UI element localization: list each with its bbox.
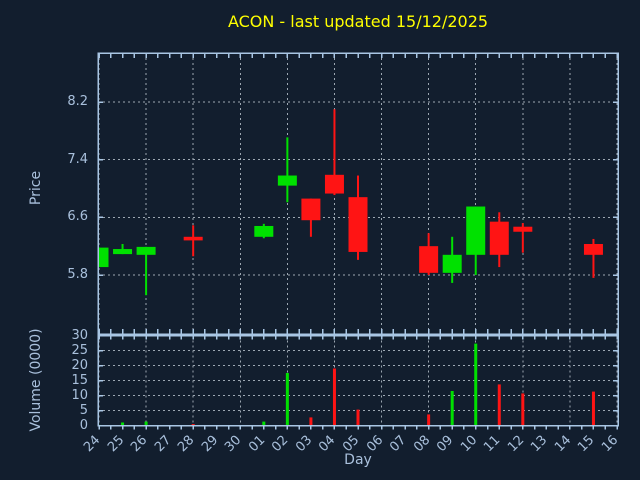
price-tick-label: 6.6 [67,209,88,225]
volume-tick-label: 30 [71,327,88,343]
volume-bar [144,421,148,426]
volume-bar [121,422,125,426]
price-tick-label: 7.4 [67,151,88,167]
volume-tick-label: 5 [79,402,88,418]
volume-bar [591,391,595,426]
volume-bar [427,414,431,426]
volume-bar [356,409,360,426]
candlestick [513,223,533,253]
plot-frames [97,52,619,430]
volume-bar [332,368,336,426]
candlestick [466,206,486,275]
volume-bar [497,384,501,426]
candlestick [489,212,509,268]
volume-bar [474,343,478,426]
candlestick [442,236,462,283]
candlestick [183,225,203,257]
x-axis-label: Day [344,452,372,468]
chart-title: ACON - last updated 15/12/2025 [227,12,489,31]
candlestick [324,109,344,195]
volume-bar [450,391,454,426]
candlestick [113,244,133,255]
candlestick [254,223,274,239]
candlestick [583,238,603,278]
volume-tick-label: 15 [71,372,88,388]
price-axis-label: Price [28,170,44,206]
candlestick [136,246,156,296]
candlestick [98,247,109,268]
price-tick-label: 8.2 [67,94,88,109]
price-tick-label: 5.8 [67,267,88,282]
volume-bar [285,373,289,426]
volume-bars [98,343,595,426]
volume-tick-label: 10 [71,387,88,403]
volume-tick-label: 0 [79,417,88,433]
volume-axis-label: Volume (0000) [28,328,44,432]
volume-bar [521,393,525,426]
candlesticks [98,109,603,296]
volume-bar [262,421,266,426]
volume-bar [309,417,313,426]
candlestick [301,198,321,237]
volume-tick-label: 20 [71,357,88,373]
candlestick [419,233,439,275]
candlestick [348,175,368,260]
volume-tick-label: 25 [71,342,88,358]
candlestick [277,137,297,203]
